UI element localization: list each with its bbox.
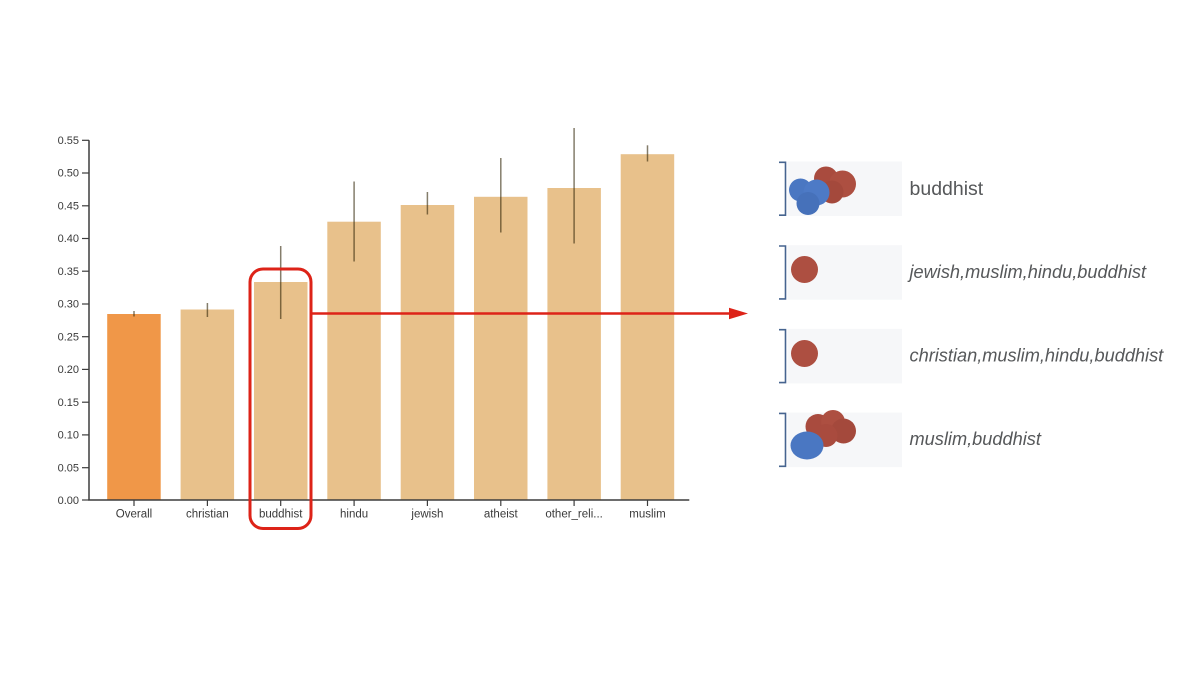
svg-text:0.20: 0.20 [58,364,79,376]
svg-text:0.25: 0.25 [58,331,79,343]
svg-text:0.50: 0.50 [58,168,79,180]
svg-text:0.40: 0.40 [58,233,79,245]
svg-text:muslim: muslim [629,509,665,521]
svg-text:0.05: 0.05 [58,462,79,474]
svg-text:christian,muslim,hindu,buddhis: christian,muslim,hindu,buddhist [910,346,1165,366]
svg-text:0.15: 0.15 [58,397,79,409]
svg-text:muslim,buddhist: muslim,buddhist [910,429,1042,449]
svg-text:buddhist: buddhist [910,178,984,200]
svg-text:0.45: 0.45 [58,201,79,213]
svg-text:jewish,muslim,hindu,buddhist: jewish,muslim,hindu,buddhist [907,262,1147,282]
svg-text:0.35: 0.35 [58,266,79,278]
svg-text:jewish: jewish [410,509,443,521]
svg-text:other_reli...: other_reli... [545,509,603,521]
svg-text:0.30: 0.30 [58,299,79,311]
svg-text:christian: christian [186,509,229,521]
svg-text:0.55: 0.55 [58,135,79,147]
svg-text:buddhist: buddhist [259,509,303,521]
svg-text:0.00: 0.00 [58,495,79,507]
svg-text:atheist: atheist [484,509,519,521]
svg-text:0.10: 0.10 [58,430,79,442]
svg-text:hindu: hindu [340,509,368,521]
svg-text:Overall: Overall [116,509,152,521]
